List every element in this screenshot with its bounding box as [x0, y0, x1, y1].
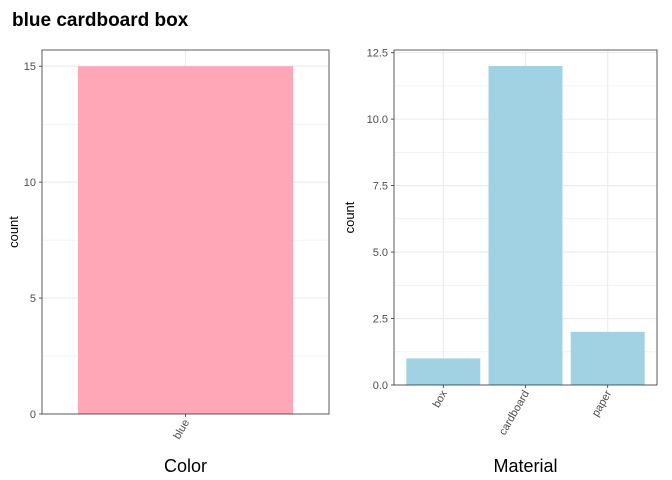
- y-axis-title: count: [342, 201, 357, 233]
- bar-paper: [570, 331, 645, 385]
- x-axis-title: Material: [493, 456, 557, 476]
- bar-box: [406, 358, 481, 385]
- y-tick-label: 7.5: [373, 181, 388, 193]
- x-axis-title: Color: [164, 456, 207, 476]
- y-axis-title: count: [6, 216, 21, 248]
- y-tick-label: 15: [24, 61, 36, 73]
- material-panel: 0.0 2.5 5.0 7.5 10.0 12.5 box cardboard paper Mat…: [342, 48, 658, 476]
- y-tick-label: 10: [24, 177, 36, 189]
- bar-blue: [77, 66, 294, 414]
- y-tick-label: 5.0: [373, 247, 388, 259]
- y-tick-label: 12.5: [367, 48, 388, 60]
- x-tick-label: box: [431, 388, 451, 410]
- x-tick-label: cardboard: [497, 389, 532, 438]
- bar-cardboard: [488, 65, 563, 385]
- color-panel: 0 5 10 15 blue Color count: [6, 49, 330, 476]
- y-tick-label: 0: [30, 409, 36, 421]
- y-tick-label: 10.0: [367, 114, 388, 126]
- x-tick-label: blue: [171, 418, 192, 442]
- chart-title: blue cardboard box: [12, 10, 189, 31]
- y-tick-label: 5: [30, 293, 36, 305]
- y-tick-label: 2.5: [373, 314, 388, 326]
- x-tick-label: paper: [590, 388, 615, 419]
- y-tick-label: 0.0: [373, 380, 388, 392]
